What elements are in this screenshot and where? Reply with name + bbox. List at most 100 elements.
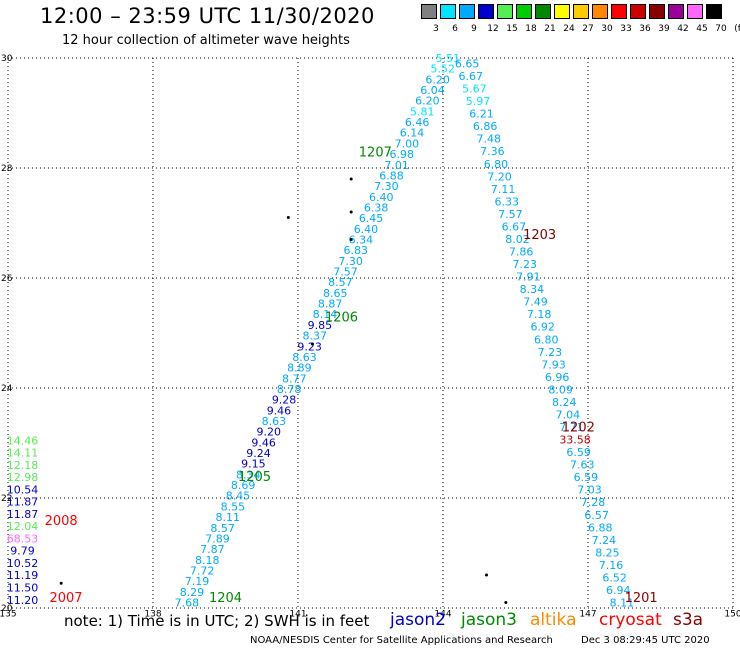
page-title: 12:00 – 23:59 UTC 11/30/2020 — [40, 4, 375, 28]
data-label-track_a: 8.29 — [180, 586, 205, 599]
data-dot — [349, 177, 353, 181]
data-label-track_c: 14.11 — [7, 447, 39, 460]
time-label-1205: 1205 — [238, 470, 271, 485]
data-label-track_a: 7.30 — [338, 255, 363, 268]
data-label-track_b: 5.97 — [466, 95, 491, 108]
data-label-track_c: 12.04 — [7, 520, 39, 533]
data-label-track_c: 11.50 — [7, 581, 39, 594]
scale-swatch-15 — [497, 4, 513, 19]
data-label-track_a: 6.14 — [400, 127, 425, 140]
data-label-track_b: 8.34 — [520, 283, 545, 296]
scale-swatch-33 — [611, 4, 627, 19]
data-label-track_a: 8.63 — [262, 415, 287, 428]
data-label-track_b: 7.20 — [487, 170, 512, 183]
data-label-track_b: 8.24 — [552, 396, 577, 409]
data-label-track_b: 6.67 — [502, 220, 527, 233]
scale-swatch-27 — [573, 4, 589, 19]
data-label-track_a: 8.57 — [210, 522, 235, 535]
scale-swatch-6 — [440, 4, 456, 19]
data-label-track_b: 33.58 — [559, 434, 591, 447]
data-label-track_a: 7.30 — [374, 180, 399, 193]
y-tick-label: 24 — [1, 384, 13, 394]
x-tick-label: 147 — [579, 610, 596, 620]
time-label-1202: 1202 — [562, 421, 595, 436]
data-dot — [311, 342, 314, 346]
footer-note: note: 1) Time is in UTC; 2) SWH is in fe… — [64, 612, 370, 630]
scale-label-18: 18 — [525, 24, 537, 34]
data-label-track_c: 14.46 — [7, 434, 39, 447]
data-label-track_b: 6.92 — [530, 321, 555, 334]
data-label-track_a: 7.68 — [175, 597, 200, 610]
data-label-track_a: 9.24 — [246, 447, 271, 460]
scale-label-15: 15 — [506, 24, 518, 34]
data-label-track_a: 6.40 — [369, 191, 394, 204]
scale-label-9: 9 — [471, 24, 477, 34]
data-label-track_a: 9.46 — [251, 436, 276, 449]
x-tick-label: 141 — [289, 610, 306, 620]
data-label-track_a: 7.57 — [333, 266, 358, 279]
scale-swatch-36 — [630, 4, 646, 19]
time-label-2008: 2008 — [45, 514, 78, 529]
data-label-track_b: 7.86 — [509, 246, 534, 259]
data-label-track_b: 6.33 — [494, 195, 519, 208]
data-label-track_a: 8.77 — [282, 372, 307, 385]
time-label-1207: 1207 — [359, 146, 392, 161]
scale-label-33: 33 — [620, 24, 632, 34]
data-label-track_b: 6.86 — [473, 120, 498, 133]
scale-swatch-3 — [421, 4, 437, 19]
data-dot — [504, 601, 508, 604]
data-label-track_c: 10.52 — [7, 557, 39, 570]
data-label-track_a: 6.04 — [420, 84, 445, 97]
scale-label-30: 30 — [601, 24, 613, 34]
time-label-1203: 1203 — [523, 228, 556, 243]
data-dot — [59, 581, 63, 585]
data-label-track_b: 7.16 — [599, 559, 624, 572]
data-label-track_b: 7.36 — [480, 145, 505, 158]
satellite-altika-label: altika — [530, 610, 577, 630]
scale-swatch-70 — [706, 4, 722, 19]
data-label-track_a: 6.34 — [349, 234, 374, 247]
scale-label-36: 36 — [639, 24, 651, 34]
page-subtitle: 12 hour collection of altimeter wave hei… — [62, 33, 350, 48]
data-label-track_b: 6.80 — [484, 158, 509, 171]
scale-label-24: 24 — [563, 24, 575, 34]
x-tick-label: 135 — [0, 610, 17, 620]
data-label-track_b: 7.49 — [523, 296, 548, 309]
scale-swatch-18 — [516, 4, 532, 19]
y-tick-label: 30 — [1, 54, 13, 64]
data-label-track_b: 8.09 — [548, 383, 573, 396]
scale-label-3: 3 — [433, 24, 439, 34]
data-label-track_b: 6.57 — [584, 509, 609, 522]
scale-swatch-30 — [592, 4, 608, 19]
data-label-track_a: 7.72 — [190, 564, 215, 577]
time-label-1204: 1204 — [209, 591, 242, 606]
data-label-track_a: 7.01 — [384, 159, 409, 172]
data-label-track_b: 6.80 — [534, 333, 559, 346]
time-label-2007: 2007 — [49, 591, 82, 606]
data-label-track_a: 7.19 — [185, 575, 210, 588]
data-label-track_a: 6.20 — [415, 95, 440, 108]
data-label-track_a: 6.88 — [379, 169, 404, 182]
y-tick-label: 28 — [1, 164, 13, 174]
credit-line: NOAA/NESDIS Center for Satellite Applica… — [250, 635, 553, 646]
data-label-track_a: 9.15 — [241, 458, 266, 471]
data-label-track_a: 9.85 — [308, 319, 333, 332]
scale-label-6: 6 — [452, 24, 458, 34]
scale-unit-label: (ft) — [734, 24, 740, 34]
data-label-track_a: 8.69 — [231, 479, 256, 492]
data-label-track_b: 6.88 — [588, 521, 613, 534]
y-tick-label: 20 — [1, 604, 13, 614]
scale-swatch-45 — [687, 4, 703, 19]
data-label-track_c: 11.19 — [7, 569, 39, 582]
data-label-track_b: 6.96 — [545, 371, 570, 384]
data-label-track_a: 8.89 — [287, 362, 312, 375]
data-label-track_a: 6.40 — [354, 223, 379, 236]
data-label-track_b: 7.03 — [577, 484, 602, 497]
data-label-track_b: 7.04 — [556, 408, 581, 421]
data-label-track_a: 5.52 — [430, 63, 455, 76]
scale-swatch-42 — [668, 4, 684, 19]
data-label-track_c: 12.98 — [7, 471, 39, 484]
data-label-track_c: 11.87 — [7, 508, 39, 521]
time-label-1201: 1201 — [625, 591, 658, 606]
